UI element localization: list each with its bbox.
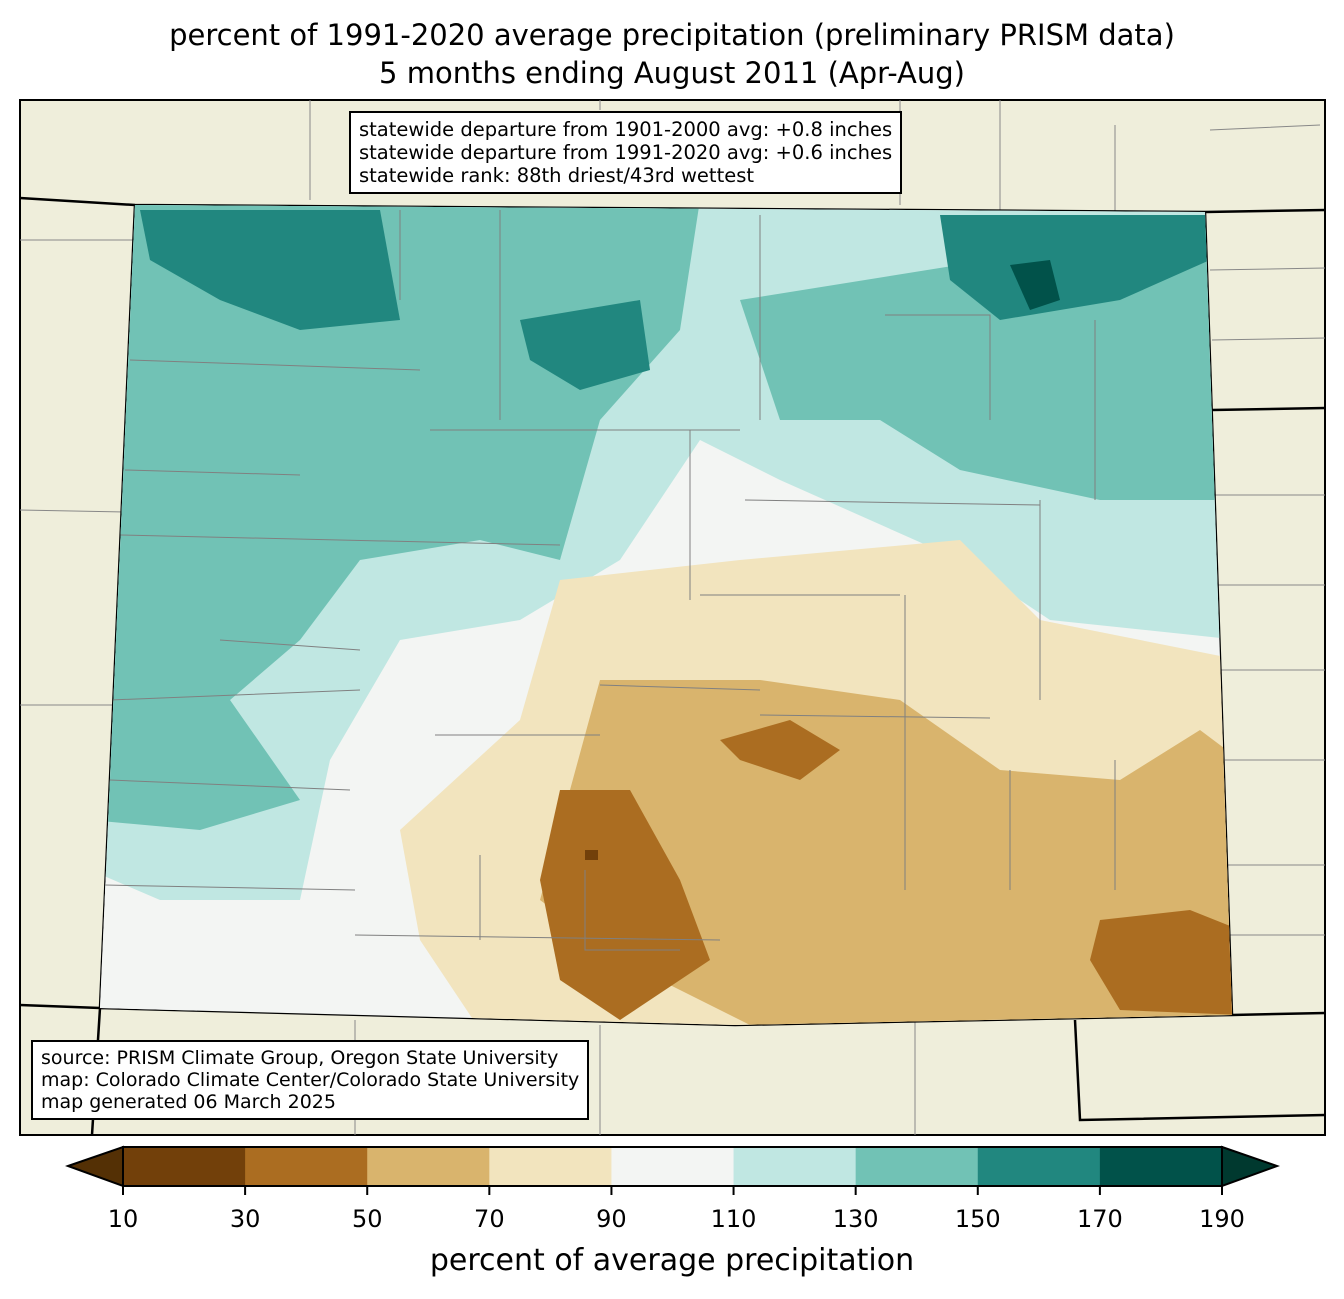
map-title: percent of 1991-2020 average precipitati…: [169, 18, 1175, 52]
colorbar: [65, 1145, 1280, 1195]
map-credit-line: map: Colorado Climate Center/Colorado St…: [41, 1069, 580, 1091]
colorbar-tick-label: 170: [1076, 1205, 1123, 1233]
colorbar-tick-label: 150: [954, 1205, 1001, 1233]
colorbar-swatch: [489, 1147, 612, 1186]
colorbar-swatch: [733, 1147, 857, 1186]
colorbar-swatch: [367, 1147, 490, 1186]
colorbar-under-arrow: [65, 1145, 124, 1188]
colorbar-swatch: [1099, 1147, 1223, 1186]
colorbar-tick-label: 30: [229, 1205, 261, 1233]
source-line: source: PRISM Climate Group, Oregon Stat…: [41, 1047, 559, 1069]
colorbar-tick-label: 70: [474, 1205, 505, 1233]
statewide-rank: statewide rank: 88th driest/43rd wettest: [359, 164, 755, 187]
colorbar-tick-label: 110: [710, 1205, 757, 1233]
statewide-stats-box: statewide departure from 1901-2000 avg: …: [349, 111, 903, 194]
colorbar-label: percent of average precipitation: [429, 1243, 915, 1278]
colorbar-swatch: [977, 1147, 1101, 1186]
generated-date-line: map generated 06 March 2025: [41, 1091, 336, 1113]
colorbar-swatch: [611, 1147, 735, 1186]
colorbar-tick-label: 130: [832, 1205, 879, 1233]
colorbar-swatch: [245, 1147, 368, 1186]
colorbar-over-arrow: [1221, 1145, 1280, 1188]
county-lines: [104, 210, 1116, 951]
departure-1991-2020: statewide departure from 1991-2020 avg: …: [359, 141, 893, 164]
colorbar-tick-label: 50: [351, 1205, 383, 1233]
precipitation-field: [100, 205, 1232, 1025]
source-box: source: PRISM Climate Group, Oregon Stat…: [31, 1040, 590, 1120]
colorbar-swatch: [123, 1147, 246, 1186]
colorbar-swatch: [855, 1147, 979, 1186]
colorbar-tick-label: 190: [1199, 1205, 1245, 1233]
colorbar-tick-label: 10: [107, 1205, 139, 1233]
departure-1901-2000: statewide departure from 1901-2000 avg: …: [359, 118, 893, 141]
map-subtitle: 5 months ending August 2011 (Apr-Aug): [379, 56, 965, 90]
colorbar-tick-label: 90: [596, 1205, 627, 1233]
